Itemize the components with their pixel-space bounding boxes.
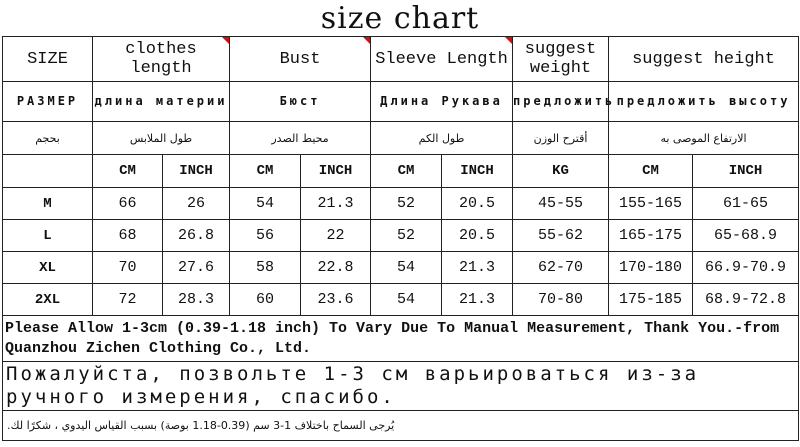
cell: 21.3 [441,251,514,284]
unit-cell: INCH [441,154,514,188]
note-russian-row: Пожалуйста, позвольте 1-3 см варьировать… [1,361,800,411]
unit-cell: CM [92,154,163,188]
note-russian: Пожалуйста, позвольте 1-3 см варьировать… [1,361,800,411]
unit-cell: INCH [692,154,800,188]
cell: 20.5 [441,187,514,220]
cell: 26.8 [161,219,231,252]
header-suggest-height: suggest height [608,36,800,82]
cell: 27.6 [161,251,231,284]
table-row: M 66 26 54 21.3 52 20.5 45-55 155-165 61-65 [2,187,800,220]
red-corner-marker [222,37,230,44]
note-english: Please Allow 1-3cm (0.39-1.18 inch) To V… [1,315,800,362]
cell: L [2,219,93,252]
cell: 68 [92,219,163,252]
red-corner-marker [363,37,371,44]
header-suggest-height-ru: предложить высоту [608,81,800,122]
cell: 2XL [2,283,93,316]
cell: 23.6 [300,283,372,316]
cell: 54 [370,251,443,284]
cell: 165-175 [608,219,694,252]
units-row: CM INCH CM INCH CM INCH KG CM INCH [2,154,800,188]
cell: 45-55 [512,187,610,220]
cell: 68.9-72.8 [692,283,800,316]
cell: 55-62 [512,219,610,252]
header-clothes-length-ar: طول الملابس [91,121,231,155]
cell: 61-65 [692,187,800,220]
table-row: XL 70 27.6 58 22.8 54 21.3 62-70 170-180 66.9-70.… [2,251,800,284]
header-sleeve-length-ar: طول الكم [370,121,514,155]
cell: 54 [229,187,302,220]
table-row: L 68 26.8 56 22 52 20.5 55-62 165-175 65-68.9 [2,219,800,252]
header-size: SIZE [2,36,93,82]
cell: 28.3 [161,283,231,316]
cell: 52 [370,187,443,220]
cell: 54 [370,283,443,316]
header-sleeve-length: Sleeve Length [370,36,514,82]
cell: 56 [229,219,302,252]
header-clothes-length-ru: длина материи [91,81,231,122]
cell: 22 [300,219,372,252]
cell: 66 [92,187,163,220]
cell: 21.3 [441,283,514,316]
unit-cell: CM [608,154,694,188]
cell: 66.9-70.9 [692,251,800,284]
cell: 21.3 [300,187,372,220]
cell: 70 [92,251,163,284]
unit-cell: INCH [161,154,231,188]
red-corner-marker [505,37,513,44]
header-bust-ru: Бюст [229,81,372,122]
cell: 20.5 [441,219,514,252]
cell: 22.8 [300,251,372,284]
header-suggest-weight: suggest weight [512,36,610,82]
header-suggest-weight-ar: أقترح الوزن [512,121,610,155]
header-bust-ar: محيط الصدر [229,121,372,155]
size-chart-table: SIZE clothes length Bust Sleeve Length s… [1,36,800,441]
cell: XL [2,251,93,284]
cell: 60 [229,283,302,316]
cell: 155-165 [608,187,694,220]
unit-cell: CM [370,154,443,188]
note-arabic-row: يُرجى السماح باختلاف 1-3 سم (0.39-1.18 ب… [1,410,800,441]
cell: 26 [161,187,231,220]
header-bust: Bust [229,36,372,82]
cell: 62-70 [512,251,610,284]
header-row-english: SIZE clothes length Bust Sleeve Length s… [2,36,800,82]
note-arabic: يُرجى السماح باختلاف 1-3 سم (0.39-1.18 ب… [1,410,800,441]
cell: M [2,187,93,220]
header-suggest-height-ar: الارتفاع الموصى به [608,121,800,155]
header-clothes-length: clothes length [91,36,231,82]
cell: 170-180 [608,251,694,284]
cell: 175-185 [608,283,694,316]
unit-cell: KG [512,154,610,188]
header-suggest-weight-ru: предложить [512,81,612,122]
unit-cell: INCH [300,154,372,188]
unit-cell: CM [229,154,302,188]
cell: 70-80 [512,283,610,316]
note-english-row: Please Allow 1-3cm (0.39-1.18 inch) To V… [1,315,800,362]
cell: 58 [229,251,302,284]
cell: 52 [370,219,443,252]
header-size-ru: РАЗМЕР [2,81,93,122]
page-title: size chart [320,1,480,36]
header-row-arabic: بحجم طول الملابس محيط الصدر طول الكم أقت… [2,121,800,155]
cell: 72 [92,283,163,316]
table-row: 2XL 72 28.3 60 23.6 54 21.3 70-80 175-185 68.9-72… [2,283,800,316]
units-empty [2,154,93,188]
cell: 65-68.9 [692,219,800,252]
header-sleeve-length-ru: Длина Рукава [370,81,514,122]
header-size-ar: بحجم [2,121,93,155]
header-row-russian: РАЗМЕР длина материи Бюст Длина Рукава п… [2,81,800,122]
